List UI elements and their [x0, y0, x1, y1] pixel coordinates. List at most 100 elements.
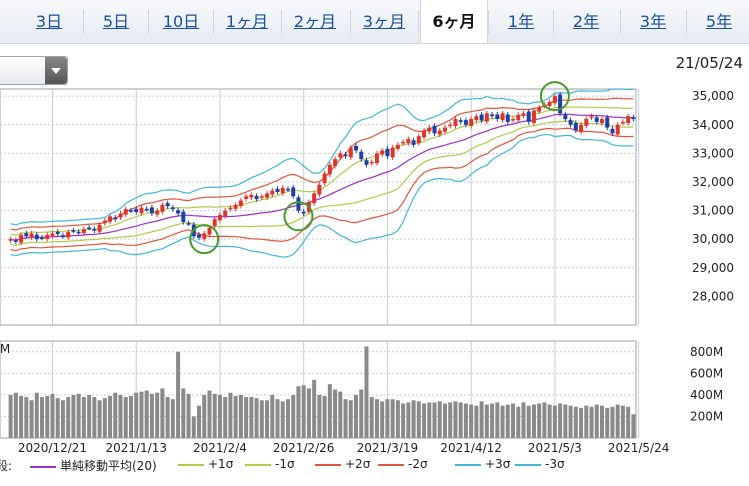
volume-bar [34, 392, 39, 438]
candle-body [249, 194, 254, 198]
volume-bar [442, 403, 447, 438]
volume-bar [348, 400, 353, 438]
volume-bar [102, 398, 107, 438]
candle-body [333, 159, 338, 166]
volume-bar [186, 393, 191, 438]
price-tick-label: 32,000 [692, 175, 734, 189]
tab-5[interactable]: 3ヶ月 [362, 12, 406, 31]
indicator-select[interactable] [0, 56, 68, 85]
candle-body [589, 116, 594, 118]
volume-bar [60, 400, 65, 438]
x-tick-label: 2021/5/24 [608, 441, 670, 455]
candle-body [416, 136, 421, 144]
legend-swatch [315, 463, 341, 466]
candle-body [71, 230, 76, 232]
volume-bar [374, 399, 379, 438]
tab-0[interactable]: 3日 [35, 12, 63, 31]
candle-body [547, 101, 552, 106]
volume-tick-label: 600M [690, 366, 723, 380]
volume-bar [422, 403, 427, 438]
candle-body [29, 233, 34, 238]
candle-body [573, 123, 578, 131]
volume-bar [149, 393, 154, 438]
volume-bar [448, 402, 453, 438]
tab-10[interactable]: 5年 [705, 12, 733, 31]
volume-bar [390, 399, 395, 438]
tab-6[interactable]: 6ヶ月 [420, 0, 488, 43]
candle-body [81, 229, 86, 234]
volume-tick-label: 200M [690, 409, 723, 423]
tab-separator [488, 10, 489, 34]
tab-7[interactable]: 1年 [507, 12, 535, 31]
legend-label: +2σ [345, 457, 371, 471]
price-tick-label: 33,000 [692, 146, 734, 160]
candle-body [437, 130, 442, 135]
volume-bar [212, 393, 217, 438]
volume-bar [558, 403, 563, 438]
candle-body [322, 173, 327, 184]
candle-body [108, 216, 113, 222]
volume-bar [170, 399, 175, 438]
volume-bar [537, 403, 542, 438]
highlight-circle [189, 224, 220, 255]
legend-swatch [30, 465, 56, 468]
candle-body [406, 139, 411, 144]
tab-3[interactable]: 1ヶ月 [225, 12, 269, 31]
candle-body [254, 195, 259, 200]
candle-body [123, 209, 128, 215]
price-tick-label: 34,000 [692, 118, 734, 132]
volume-bar [484, 404, 489, 438]
candle-body [139, 207, 144, 214]
volume-bar [301, 385, 306, 438]
volume-bar [531, 404, 536, 438]
candle-body [343, 154, 348, 157]
candle-body [327, 164, 332, 175]
volume-bar [259, 400, 264, 438]
volume-bar [275, 399, 280, 438]
volume-bar [542, 402, 547, 438]
volume-bar [317, 394, 322, 438]
volume-bar [526, 405, 531, 438]
candle-body [516, 114, 521, 121]
volume-bar [552, 405, 557, 438]
volume-bar [584, 405, 589, 438]
tab-9[interactable]: 3年 [639, 12, 667, 31]
volume-bar [395, 400, 400, 438]
volume-bar [160, 388, 165, 438]
candle-body [296, 197, 301, 211]
volume-bar [364, 346, 369, 438]
volume-bar [238, 394, 243, 438]
volume-bar [155, 392, 160, 438]
candle-body [92, 228, 97, 231]
volume-bar [479, 401, 484, 438]
volume-bar [97, 400, 102, 438]
candle-body [610, 128, 615, 134]
dropdown-button[interactable] [45, 57, 67, 84]
volume-bar [92, 397, 97, 438]
candle-body [631, 117, 636, 120]
candle-body [359, 151, 364, 160]
candle-body [369, 161, 374, 164]
candle-body [212, 219, 217, 227]
candle-body [66, 232, 71, 238]
tab-4[interactable]: 2ヶ月 [293, 12, 337, 31]
legend-label: -3σ [545, 457, 565, 471]
candle-body [113, 217, 118, 220]
candle-body [579, 124, 584, 132]
x-tick-label: 2021/2/4 [193, 441, 247, 455]
price-tick-label: 30,000 [692, 232, 734, 246]
volume-bar [87, 394, 92, 438]
candle-body [620, 121, 625, 124]
candle-body [380, 150, 385, 155]
tab-8[interactable]: 2年 [572, 12, 600, 31]
tab-separator [350, 10, 351, 34]
band-minus2 [10, 127, 634, 252]
candle-body [401, 141, 406, 144]
volume-bar [265, 400, 270, 438]
legend-label: 単純移動平均(20) [60, 459, 157, 473]
price-tick-label: 35,000 [692, 89, 734, 103]
tab-2[interactable]: 10日 [162, 12, 200, 31]
tab-1[interactable]: 5日 [102, 12, 130, 31]
volume-bar [474, 405, 479, 438]
candle-body [155, 210, 160, 215]
